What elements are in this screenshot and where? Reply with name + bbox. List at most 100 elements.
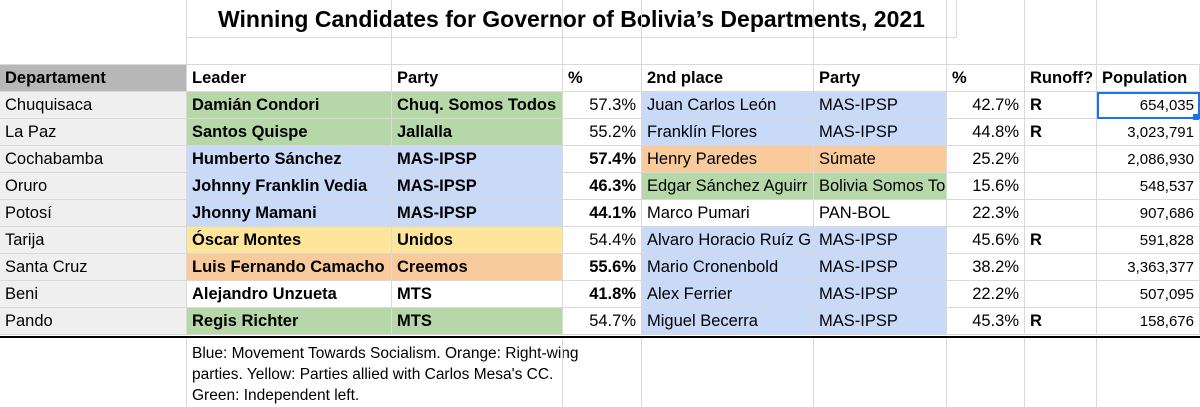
- population-cell[interactable]: 158,676: [1097, 308, 1200, 335]
- runoff-cell[interactable]: R: [1025, 119, 1097, 146]
- leader-cell[interactable]: Alejandro Unzueta: [187, 281, 392, 308]
- percent-cell[interactable]: 55.2%: [563, 119, 642, 146]
- header-leader[interactable]: Leader: [187, 65, 392, 92]
- second-place-cell[interactable]: Edgar Sánchez Aguirr: [642, 173, 814, 200]
- department-cell[interactable]: Potosí: [0, 200, 187, 227]
- party-cell[interactable]: Creemos: [392, 254, 563, 281]
- second-percent-cell[interactable]: 45.6%: [947, 227, 1025, 254]
- second-place-cell[interactable]: Miguel Becerra: [642, 308, 814, 335]
- percent-cell[interactable]: 55.6%: [563, 254, 642, 281]
- department-cell[interactable]: Chuquisaca: [0, 92, 187, 119]
- runoff-cell[interactable]: [1025, 146, 1097, 173]
- leader-cell[interactable]: Johnny Franklin Vedia: [187, 173, 392, 200]
- second-party-cell[interactable]: MAS-IPSP: [814, 281, 947, 308]
- party-cell[interactable]: MAS-IPSP: [392, 173, 563, 200]
- sheet-title[interactable]: Winning Candidates for Governor of Boliv…: [187, 0, 957, 38]
- party-cell[interactable]: MAS-IPSP: [392, 146, 563, 173]
- grid-line: [391, 0, 392, 65]
- second-party-cell[interactable]: MAS-IPSP: [814, 227, 947, 254]
- fill-handle[interactable]: [1193, 114, 1199, 120]
- department-cell[interactable]: Pando: [0, 308, 187, 335]
- leader-cell[interactable]: Luis Fernando Camacho: [187, 254, 392, 281]
- party-cell[interactable]: Unidos: [392, 227, 563, 254]
- second-percent-cell[interactable]: 44.8%: [947, 119, 1025, 146]
- selected-cell-outline: [1097, 92, 1200, 119]
- second-percent-cell[interactable]: 38.2%: [947, 254, 1025, 281]
- party-cell[interactable]: MTS: [392, 308, 563, 335]
- second-percent-cell[interactable]: 42.7%: [947, 92, 1025, 119]
- leader-cell[interactable]: Santos Quispe: [187, 119, 392, 146]
- second-party-cell[interactable]: Bolivia Somos To: [814, 173, 947, 200]
- percent-cell[interactable]: 46.3%: [563, 173, 642, 200]
- second-party-cell[interactable]: MAS-IPSP: [814, 308, 947, 335]
- department-cell[interactable]: Beni: [0, 281, 187, 308]
- leader-cell[interactable]: Jhonny Mamani: [187, 200, 392, 227]
- header-percent[interactable]: %: [563, 65, 642, 92]
- department-cell[interactable]: Oruro: [0, 173, 187, 200]
- population-cell[interactable]: 3,363,377: [1097, 254, 1200, 281]
- grid-line: [813, 0, 814, 65]
- second-party-cell[interactable]: MAS-IPSP: [814, 119, 947, 146]
- runoff-cell[interactable]: [1025, 200, 1097, 227]
- second-place-cell[interactable]: Alvaro Horacio Ruíz G: [642, 227, 814, 254]
- second-percent-cell[interactable]: 25.2%: [947, 146, 1025, 173]
- percent-cell[interactable]: 54.4%: [563, 227, 642, 254]
- population-cell[interactable]: 548,537: [1097, 173, 1200, 200]
- leader-cell[interactable]: Óscar Montes: [187, 227, 392, 254]
- party-cell[interactable]: Chuq. Somos Todos: [392, 92, 563, 119]
- second-party-cell[interactable]: PAN-BOL: [814, 200, 947, 227]
- leader-cell[interactable]: Humberto Sánchez: [187, 146, 392, 173]
- second-place-cell[interactable]: Marco Pumari: [642, 200, 814, 227]
- second-percent-cell[interactable]: 22.2%: [947, 281, 1025, 308]
- party-cell[interactable]: Jallalla: [392, 119, 563, 146]
- percent-cell[interactable]: 57.4%: [563, 146, 642, 173]
- population-cell[interactable]: 591,828: [1097, 227, 1200, 254]
- department-cell[interactable]: Tarija: [0, 227, 187, 254]
- second-place-cell[interactable]: Alex Ferrier: [642, 281, 814, 308]
- second-party-cell[interactable]: Súmate: [814, 146, 947, 173]
- second-percent-cell[interactable]: 45.3%: [947, 308, 1025, 335]
- percent-cell[interactable]: 54.7%: [563, 308, 642, 335]
- second-place-cell[interactable]: Juan Carlos León: [642, 92, 814, 119]
- header-percent-2[interactable]: %: [947, 65, 1025, 92]
- runoff-cell[interactable]: R: [1025, 227, 1097, 254]
- header-department[interactable]: Departament: [0, 65, 187, 92]
- second-place-cell[interactable]: Henry Paredes: [642, 146, 814, 173]
- second-party-cell[interactable]: MAS-IPSP: [814, 92, 947, 119]
- leader-cell[interactable]: Damián Condori: [187, 92, 392, 119]
- department-cell[interactable]: La Paz: [0, 119, 187, 146]
- second-party-cell[interactable]: MAS-IPSP: [814, 254, 947, 281]
- runoff-cell[interactable]: [1025, 254, 1097, 281]
- grid-line: [641, 338, 642, 407]
- runoff-cell[interactable]: [1025, 281, 1097, 308]
- header-runoff[interactable]: Runoff?: [1025, 65, 1097, 92]
- party-cell[interactable]: MAS-IPSP: [392, 200, 563, 227]
- population-cell[interactable]: 907,686: [1097, 200, 1200, 227]
- legend-note[interactable]: Blue: Movement Towards Socialism. Orange…: [192, 345, 579, 404]
- second-place-cell[interactable]: Franklín Flores: [642, 119, 814, 146]
- department-cell[interactable]: Cochabamba: [0, 146, 187, 173]
- second-place-cell[interactable]: Mario Cronenbold: [642, 254, 814, 281]
- runoff-cell[interactable]: R: [1025, 308, 1097, 335]
- header-party-2[interactable]: Party: [814, 65, 947, 92]
- bottom-border: [0, 336, 1200, 338]
- grid-line: [1096, 0, 1097, 65]
- population-cell[interactable]: 507,095: [1097, 281, 1200, 308]
- runoff-cell[interactable]: [1025, 173, 1097, 200]
- runoff-cell[interactable]: R: [1025, 92, 1097, 119]
- header-second-place[interactable]: 2nd place: [642, 65, 814, 92]
- percent-cell[interactable]: 57.3%: [563, 92, 642, 119]
- second-percent-cell[interactable]: 22.3%: [947, 200, 1025, 227]
- header-population[interactable]: Population: [1097, 65, 1200, 92]
- grid-line: [1024, 0, 1025, 65]
- population-cell[interactable]: 3,023,791: [1097, 119, 1200, 146]
- percent-cell[interactable]: 44.1%: [563, 200, 642, 227]
- percent-cell[interactable]: 41.8%: [563, 281, 642, 308]
- population-cell[interactable]: 2,086,930: [1097, 146, 1200, 173]
- header-party[interactable]: Party: [392, 65, 563, 92]
- second-percent-cell[interactable]: 15.6%: [947, 173, 1025, 200]
- department-cell[interactable]: Santa Cruz: [0, 254, 187, 281]
- leader-cell[interactable]: Regis Richter: [187, 308, 392, 335]
- party-cell[interactable]: MTS: [392, 281, 563, 308]
